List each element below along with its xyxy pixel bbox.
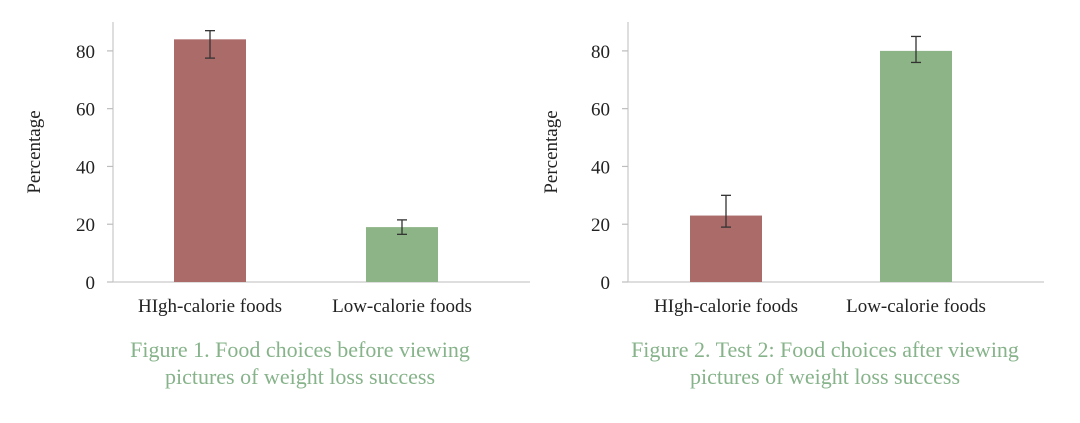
y-tick-label: 60 <box>591 100 610 121</box>
chart-2: 0 20 40 60 80 Percentage HIgh-calorie foods Low… <box>541 22 1044 317</box>
chart-1: 0 20 40 60 80 Percentage HIgh-calorie foods Low… <box>24 22 530 317</box>
y-tick-label: 80 <box>76 42 95 63</box>
y-tick-label: 60 <box>76 100 95 121</box>
y-tick-label: 40 <box>591 157 610 178</box>
y-tick-label: 80 <box>591 42 610 63</box>
category-label: Low-calorie foods <box>332 296 472 317</box>
y-tick-label: 20 <box>591 215 610 236</box>
figure-2-caption: Figure 2. Test 2: Food choices after vie… <box>580 336 1070 390</box>
bar-low-calorie <box>366 227 438 282</box>
figure-2-caption-line-2: pictures of weight loss success <box>689 364 961 389</box>
y-axis-label: Percentage <box>541 110 562 193</box>
y-tick-label: 0 <box>86 273 96 294</box>
y-tick-label: 40 <box>76 157 95 178</box>
category-label: HIgh-calorie foods <box>654 296 798 317</box>
figure-1-caption-line-1: Figure 1. Food choices before viewing <box>130 337 470 362</box>
figure-2-caption-line-1: Figure 2. Test 2: Food choices after vie… <box>631 337 1019 362</box>
figure-1-caption-line-2: pictures of weight loss success <box>164 364 436 389</box>
bar-low-calorie <box>880 50 952 283</box>
y-tick-label: 0 <box>601 273 611 294</box>
category-label: HIgh-calorie foods <box>138 296 282 317</box>
y-axis-label: Percentage <box>24 110 45 193</box>
y-tick-label: 20 <box>76 215 95 236</box>
category-label: Low-calorie foods <box>846 296 986 317</box>
bar-high-calorie <box>174 39 246 283</box>
figure-1-caption: Figure 1. Food choices before viewing pi… <box>60 336 540 390</box>
